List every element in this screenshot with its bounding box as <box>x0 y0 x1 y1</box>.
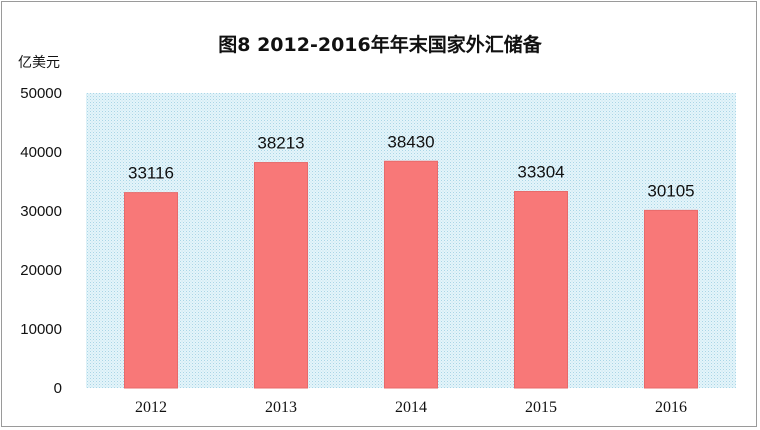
x-tick-label: 2013 <box>265 399 297 416</box>
bar-2015 <box>514 191 568 389</box>
y-axis-ticks: 0 10000 20000 30000 40000 50000 <box>20 85 62 397</box>
y-tick-label: 0 <box>54 380 62 397</box>
bar-2012 <box>124 192 178 389</box>
bar-2014 <box>384 160 438 389</box>
data-label-2015: 33304 <box>517 163 564 182</box>
data-label-2014: 38430 <box>387 132 434 151</box>
x-tick-label: 2016 <box>655 399 687 416</box>
y-tick-label: 50000 <box>20 85 62 102</box>
y-tick-label: 30000 <box>20 203 62 220</box>
data-label-2016: 30105 <box>647 181 694 200</box>
y-axis-label: 亿美元 <box>18 55 60 71</box>
data-label-2012: 33116 <box>128 164 174 183</box>
data-label-2013: 38213 <box>257 134 304 153</box>
x-tick-label: 2012 <box>135 399 167 416</box>
bars <box>124 160 698 389</box>
bar-2016 <box>644 209 698 389</box>
bar-2013 <box>254 162 308 389</box>
x-axis-ticks: 2012 2013 2014 2015 2016 <box>135 399 687 416</box>
chart-title: 图8 2012-2016年年末国家外汇储备 <box>218 34 542 56</box>
y-tick-label: 40000 <box>20 144 62 161</box>
y-tick-label: 20000 <box>20 262 62 279</box>
y-tick-label: 10000 <box>20 321 62 338</box>
data-labels: 33116 38213 38430 33304 30105 <box>128 132 695 200</box>
x-tick-label: 2014 <box>395 399 427 416</box>
x-tick-label: 2015 <box>525 399 557 416</box>
